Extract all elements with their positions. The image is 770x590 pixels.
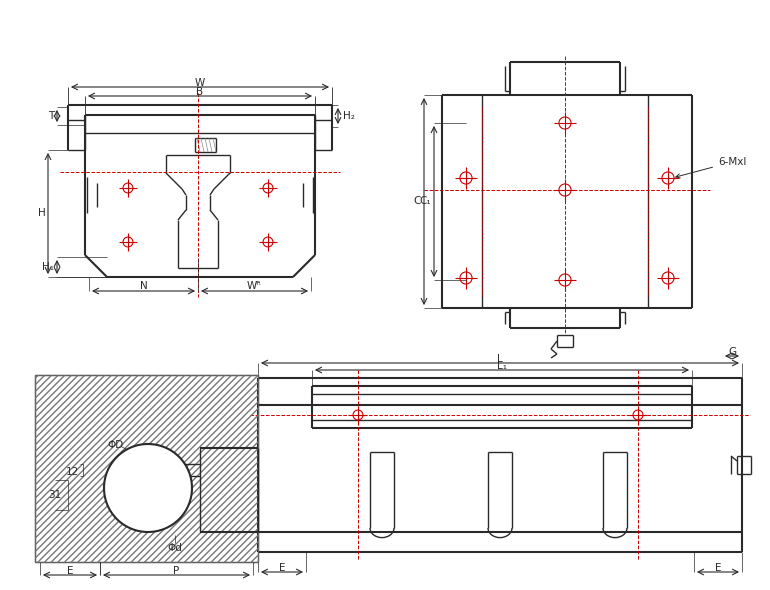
Text: E: E <box>715 563 721 573</box>
Bar <box>35 375 258 562</box>
Text: W: W <box>195 78 205 88</box>
Text: ΦD: ΦD <box>107 440 123 450</box>
Text: H₁: H₁ <box>42 262 54 272</box>
Text: 31: 31 <box>49 490 62 500</box>
Text: E: E <box>67 566 73 576</box>
Text: Φd: Φd <box>168 543 182 553</box>
Text: H: H <box>38 208 46 218</box>
Text: N: N <box>139 281 147 291</box>
Text: G: G <box>728 347 736 357</box>
Text: Wᴿ: Wᴿ <box>247 281 262 291</box>
Text: P: P <box>173 566 179 576</box>
Text: C₁: C₁ <box>419 196 430 206</box>
Text: L₁: L₁ <box>497 361 507 371</box>
Text: 6-MxI: 6-MxI <box>676 157 746 178</box>
Text: C: C <box>413 196 420 206</box>
Text: 12: 12 <box>65 467 79 477</box>
Text: L: L <box>497 354 503 364</box>
Circle shape <box>104 444 192 532</box>
Text: B: B <box>196 87 203 97</box>
Bar <box>35 375 258 562</box>
Text: E: E <box>279 563 285 573</box>
Text: H₂: H₂ <box>343 111 355 121</box>
Text: T: T <box>48 111 54 121</box>
